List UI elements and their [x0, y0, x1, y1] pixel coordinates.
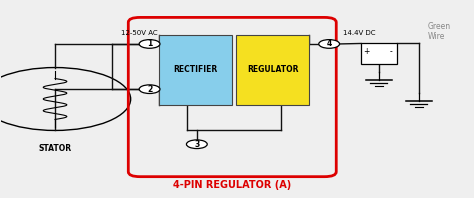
Text: 2: 2	[147, 85, 152, 94]
Text: RECTIFIER: RECTIFIER	[173, 66, 218, 74]
Bar	[361, 43, 397, 64]
Bar	[159, 35, 232, 105]
Circle shape	[139, 85, 160, 93]
Text: +: +	[364, 47, 370, 56]
Text: STATOR: STATOR	[38, 144, 72, 153]
Text: 4-PIN REGULATOR (A): 4-PIN REGULATOR (A)	[173, 180, 292, 190]
Text: 1: 1	[147, 39, 152, 49]
Text: 12-50V AC: 12-50V AC	[121, 30, 158, 36]
Text: 4: 4	[327, 39, 332, 49]
Text: 14.4V DC: 14.4V DC	[343, 30, 376, 36]
Circle shape	[319, 40, 339, 48]
Text: -: -	[390, 47, 392, 56]
Text: REGULATOR: REGULATOR	[247, 66, 299, 74]
Circle shape	[139, 40, 160, 48]
Text: Green
Wire: Green Wire	[428, 22, 451, 42]
Bar	[236, 35, 310, 105]
Text: 3: 3	[194, 140, 200, 149]
Circle shape	[186, 140, 207, 148]
